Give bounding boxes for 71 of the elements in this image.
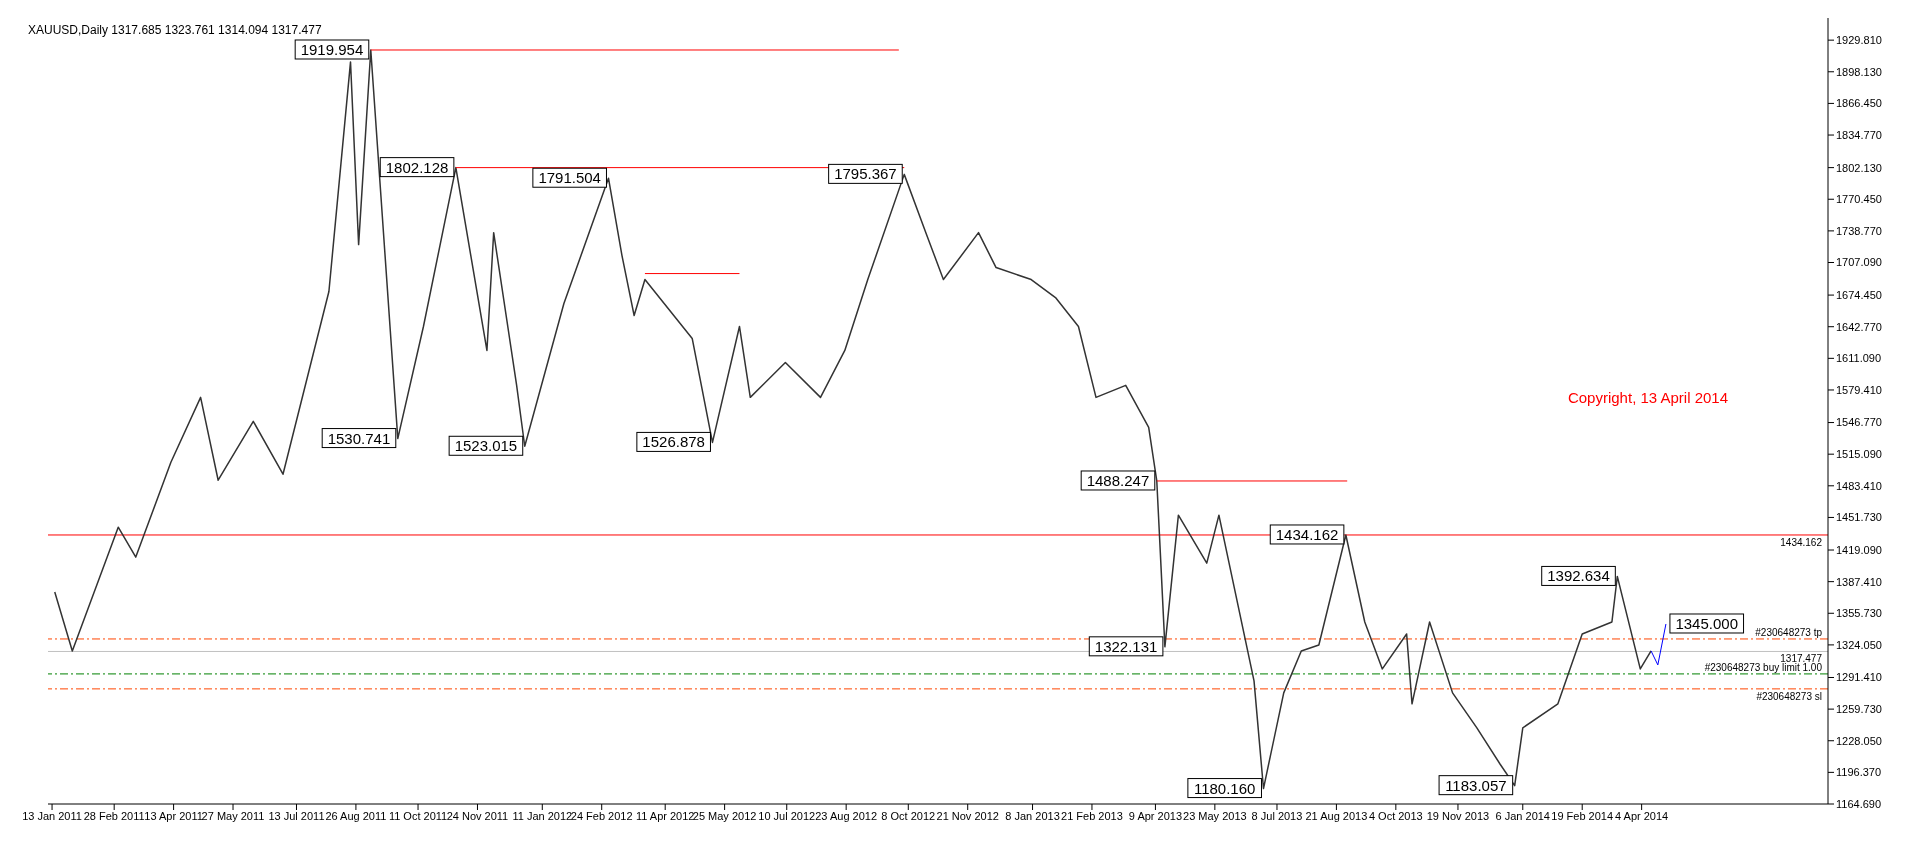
y-tick-label: 1738.770 <box>1836 224 1882 237</box>
annotation: 1523.015 <box>454 437 518 455</box>
x-tick-label: 26 Aug 2011 <box>325 809 387 822</box>
x-tick-label: 11 Jan 2012 <box>512 809 573 822</box>
x-tick-label: 24 Nov 2011 <box>446 809 509 822</box>
y-tick-label: 1164.690 <box>1836 797 1882 810</box>
x-tick-label: 8 Oct 2012 <box>881 809 936 822</box>
y-tick-label: 1451.730 <box>1836 511 1882 524</box>
x-tick-label: 4 Apr 2014 <box>1615 809 1669 822</box>
y-tick-label: 1866.450 <box>1836 97 1882 110</box>
y-tick-label: 1834.770 <box>1836 128 1882 141</box>
annotation: 1392.634 <box>1547 567 1610 585</box>
annotation: 1526.878 <box>642 433 705 451</box>
x-tick-label: 8 Jul 2013 <box>1251 809 1303 822</box>
annotation: 1919.954 <box>300 40 364 58</box>
x-tick-label: 21 Feb 2013 <box>1061 809 1123 822</box>
annotation: 1530.741 <box>327 429 391 447</box>
x-tick-label: 23 May 2013 <box>1183 809 1247 822</box>
x-tick-label: 6 Jan 2014 <box>1495 809 1550 822</box>
x-tick-label: 21 Nov 2012 <box>936 809 999 822</box>
y-tick-label: 1324.050 <box>1836 638 1882 651</box>
x-tick-label: 21 Aug 2013 <box>1305 809 1368 822</box>
y-tick-label: 1515.090 <box>1836 448 1882 461</box>
y-tick-label: 1355.730 <box>1836 607 1882 620</box>
y-tick-label: 1898.130 <box>1836 65 1882 78</box>
annotation: 1180.160 <box>1193 779 1256 797</box>
x-tick-label: 23 Aug 2012 <box>815 809 878 822</box>
annotation: 1795.367 <box>834 165 897 183</box>
annotation: 1322.131 <box>1094 637 1158 655</box>
x-tick-label: 19 Feb 2014 <box>1551 809 1614 822</box>
y-tick-label: 1674.450 <box>1836 288 1882 301</box>
annotation: 1345.000 <box>1675 614 1739 632</box>
x-tick-label: 10 Jul 2012 <box>758 809 816 822</box>
annotation: 1791.504 <box>538 169 601 187</box>
y-tick-label: 1228.050 <box>1836 734 1882 747</box>
annotation: 1434.162 <box>1275 525 1339 543</box>
y-tick-label: 1770.450 <box>1836 193 1882 206</box>
x-tick-label: 27 May 2011 <box>201 809 265 822</box>
annotation: Copyright, 13 April 2014 <box>1567 389 1729 406</box>
y-tick-label: 1546.770 <box>1836 416 1882 429</box>
y-tick-label: 1802.130 <box>1836 161 1882 174</box>
x-tick-label: 19 Nov 2013 <box>1426 809 1490 822</box>
y-tick-label: 1419.090 <box>1836 543 1882 556</box>
y-tick-label: 1387.410 <box>1836 575 1882 588</box>
x-tick-label: 11 Apr 2012 <box>635 809 695 822</box>
text: XAUUSD,Daily 1317.685 1323.761 1314.094 1317.477 <box>28 23 322 37</box>
y-tick-label: 1929.810 <box>1836 34 1882 47</box>
y-tick-label: 1611.090 <box>1836 352 1882 365</box>
y-tick-label: 1707.090 <box>1836 256 1882 269</box>
x-tick-label: 13 Apr 2011 <box>144 809 203 822</box>
x-tick-label: 9 Apr 2013 <box>1128 809 1183 822</box>
y-tick-label: 1259.730 <box>1836 703 1882 716</box>
x-tick-label: 8 Jan 2013 <box>1005 809 1060 822</box>
y-tick-label: 1642.770 <box>1836 320 1882 333</box>
x-tick-label: 13 Jul 2011 <box>268 809 325 822</box>
annotation: 1183.057 <box>1445 776 1507 794</box>
annotation: 1802.128 <box>385 158 449 176</box>
y-tick-label: 1579.410 <box>1836 383 1882 396</box>
x-tick-label: 13 Jan 2011 <box>22 809 82 822</box>
x-tick-label: 24 Feb 2012 <box>570 809 633 822</box>
annotation: 1488.247 <box>1086 471 1150 489</box>
x-tick-label: 25 May 2012 <box>692 809 757 822</box>
y-tick-label: 1483.410 <box>1836 479 1882 492</box>
y-tick-label: 1291.410 <box>1836 671 1882 684</box>
ref-line-label: #230648273 tp <box>1755 626 1823 638</box>
ref-line-label: #230648273 sl <box>1756 690 1822 702</box>
y-tick-label: 1196.370 <box>1836 766 1882 779</box>
x-tick-label: 11 Oct 2011 <box>388 809 448 822</box>
ref-line-label: 1434.162 <box>1780 536 1823 548</box>
x-tick-label: 28 Feb 2011 <box>83 809 145 822</box>
x-tick-label: 4 Oct 2013 <box>1368 809 1423 822</box>
